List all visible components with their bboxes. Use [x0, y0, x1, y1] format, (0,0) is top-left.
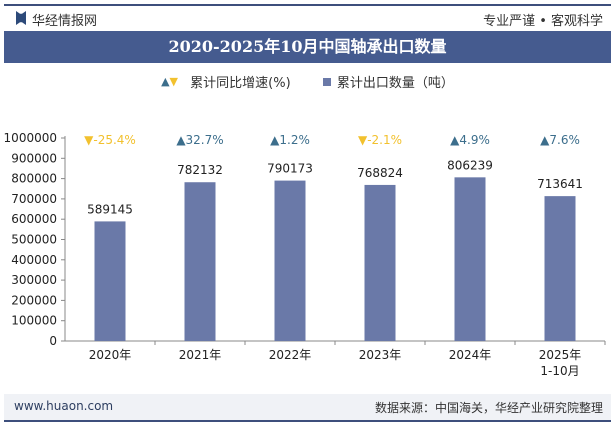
chart-title: 2020-2025年10月中国轴承出口数量 [4, 31, 611, 63]
website-link[interactable]: www.huaon.com [14, 399, 114, 413]
y-tick-label: 300000 [11, 273, 57, 287]
top-rule [4, 4, 611, 6]
bar-value-label: 782132 [177, 163, 223, 177]
slogan: 专业严谨 • 客观科学 [483, 14, 603, 29]
bar-value-label: 790173 [267, 162, 313, 176]
x-tick-label: 2025年 [539, 348, 582, 362]
logo-icon [16, 11, 26, 25]
y-tick-label: 100000 [11, 314, 57, 328]
legend-growth-label: 累计同比增速(%) [190, 76, 291, 91]
legend: ▲▼ 累计同比增速(%) 累计出口数量（吨） [0, 72, 615, 91]
growth-label: ▼-25.4% [84, 133, 136, 147]
bar-value-label: 589145 [87, 202, 133, 216]
bar-value-label: 806239 [447, 158, 493, 172]
legend-volume-label: 累计出口数量（吨） [336, 76, 454, 91]
y-tick-label: 1000000 [4, 131, 57, 145]
y-tick-label: 400000 [11, 253, 57, 267]
y-tick-label: 500000 [11, 233, 57, 247]
growth-label: ▲7.6% [540, 133, 580, 147]
bar [454, 177, 486, 341]
footer: www.huaon.com 数据来源：中国海关，华经产业研究院整理 [4, 394, 611, 420]
x-tick-label: 1-10月 [540, 364, 579, 378]
bar [274, 180, 306, 341]
y-tick-label: 800000 [11, 172, 57, 186]
legend-up-down-icon: ▲▼ [161, 75, 178, 89]
bar [364, 184, 396, 341]
y-tick-label: 900000 [11, 151, 57, 165]
data-source: 数据来源：中国海关，华经产业研究院整理 [374, 401, 603, 415]
bar-value-label: 768824 [357, 166, 403, 180]
brand-name: 华经情报网 [32, 14, 98, 29]
growth-label: ▲1.2% [270, 133, 310, 147]
growth-label: ▲32.7% [176, 133, 223, 147]
y-tick-label: 600000 [11, 212, 57, 226]
y-tick-label: 700000 [11, 192, 57, 206]
bar-chart: 0 100000 200000 300000 400000 500000 600000 700… [4, 131, 606, 378]
growth-label: ▲4.9% [450, 133, 490, 147]
x-tick-label: 2021年 [179, 348, 222, 362]
x-tick-label: 2023年 [359, 348, 402, 362]
bar [184, 182, 216, 341]
bottom-rule [4, 420, 611, 422]
growth-label: ▼-2.1% [358, 133, 402, 147]
bar-value-label: 713641 [537, 177, 583, 191]
legend-bar-swatch-icon [322, 77, 331, 86]
header: 华经情报网 专业严谨 • 客观科学 [0, 8, 615, 30]
bar [94, 221, 126, 341]
x-tick-label: 2024年 [449, 348, 492, 362]
x-tick-label: 2022年 [269, 348, 312, 362]
y-tick-label: 200000 [11, 293, 57, 307]
y-tick-label: 0 [49, 334, 57, 348]
x-tick-label: 2020年 [89, 348, 132, 362]
bar [544, 196, 576, 341]
